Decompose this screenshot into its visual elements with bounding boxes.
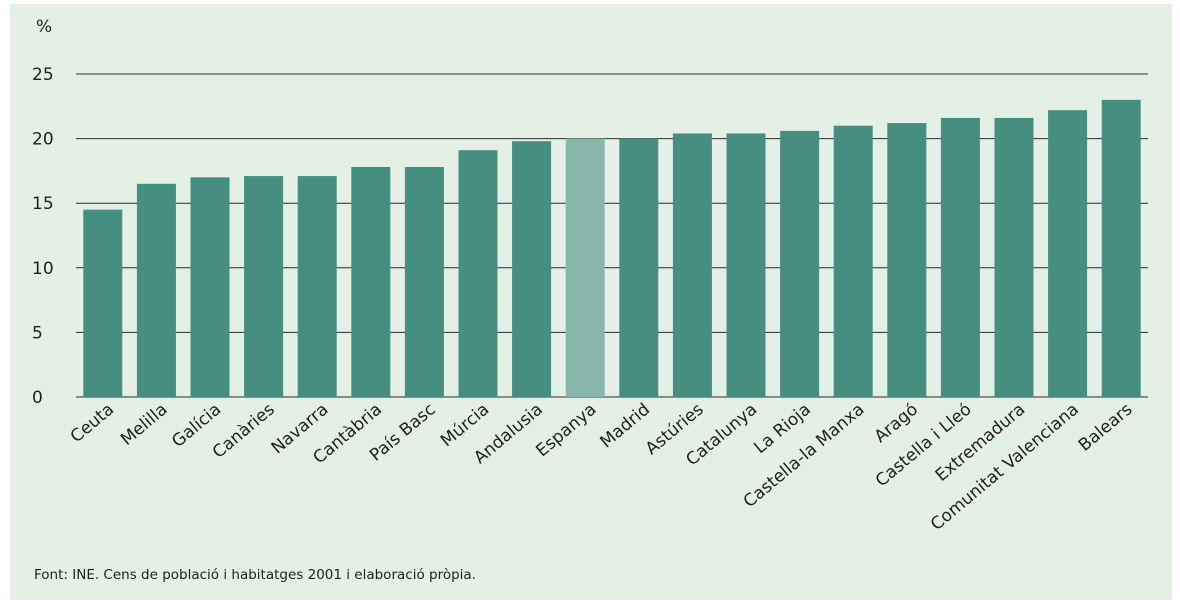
y-tick-label: 15 bbox=[32, 194, 54, 214]
bar bbox=[512, 141, 552, 397]
x-tick-label: Balears bbox=[1075, 399, 1137, 455]
x-tick-label: Melilla bbox=[117, 400, 172, 450]
bar bbox=[458, 150, 498, 397]
bar bbox=[726, 133, 766, 397]
chart-panel: % 0 5 10 15 20 25 Ceuta Melilla Galícia Canàries Na… bbox=[10, 4, 1172, 600]
bar bbox=[244, 176, 284, 397]
y-axis-unit-label: % bbox=[36, 17, 52, 37]
y-tick-label: 5 bbox=[32, 323, 43, 343]
bar bbox=[404, 167, 444, 397]
bar bbox=[190, 177, 230, 397]
bar bbox=[672, 133, 712, 397]
bar bbox=[887, 123, 927, 397]
bar bbox=[1101, 99, 1141, 397]
bar bbox=[994, 117, 1034, 397]
bar bbox=[351, 167, 391, 397]
bar bbox=[619, 138, 659, 397]
y-tick-label: 20 bbox=[32, 130, 54, 150]
y-tick-label: 25 bbox=[32, 65, 54, 85]
bar bbox=[565, 138, 605, 397]
x-tick-label: Castella i Lleó bbox=[872, 400, 976, 492]
bar bbox=[833, 125, 873, 398]
x-tick-label: Ceuta bbox=[67, 400, 118, 448]
bar bbox=[136, 183, 176, 397]
source-note: Font: INE. Cens de població i habitatges… bbox=[34, 567, 476, 583]
y-tick-label: 10 bbox=[32, 259, 54, 279]
bar bbox=[780, 130, 820, 397]
bar bbox=[1048, 110, 1088, 398]
x-tick-label: Espanya bbox=[532, 400, 600, 462]
bar bbox=[83, 209, 123, 397]
y-tick-label: 0 bbox=[32, 388, 43, 408]
bar bbox=[297, 176, 337, 397]
bar bbox=[940, 117, 980, 397]
